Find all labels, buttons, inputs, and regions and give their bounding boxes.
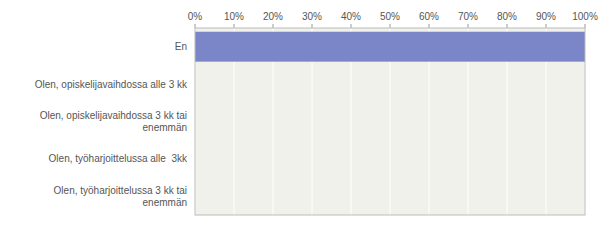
tick-label: 10% bbox=[224, 11, 244, 22]
tick-label: 80% bbox=[497, 11, 517, 22]
tick-mark bbox=[429, 24, 430, 28]
tick-label: 20% bbox=[263, 11, 283, 22]
tick-label: 30% bbox=[302, 11, 322, 22]
category-label: En bbox=[175, 41, 187, 52]
plot-frame bbox=[195, 28, 585, 215]
category-label: Olen, työharjoittelussa 3 kk taienemmän bbox=[54, 185, 187, 208]
tick-label: 0% bbox=[188, 11, 203, 22]
bar bbox=[195, 32, 585, 62]
tick-mark bbox=[468, 24, 469, 28]
tick-mark bbox=[312, 24, 313, 28]
tick-label: 60% bbox=[419, 11, 439, 22]
tick-mark bbox=[546, 24, 547, 28]
tick-mark bbox=[507, 24, 508, 28]
tick-label: 70% bbox=[458, 11, 478, 22]
tick-label: 40% bbox=[341, 11, 361, 22]
tick-mark bbox=[234, 24, 235, 28]
tick-mark bbox=[195, 24, 196, 28]
category-label: Olen, työharjoittelussa alle 3kk bbox=[49, 153, 188, 164]
tick-mark bbox=[351, 24, 352, 28]
plot-background bbox=[195, 28, 585, 215]
tick-label: 90% bbox=[536, 11, 556, 22]
category-label: Olen, opiskelijavaihdossa 3 kk taienemmä… bbox=[40, 110, 187, 133]
y-axis: Olen, työharjoittelussa 3 kk taienemmän O… bbox=[35, 41, 188, 208]
tick-mark bbox=[273, 24, 274, 28]
chart: 0% 10% 20% 30% 40% 50% 60% 70% 80% 90% 100% Olen, t… bbox=[0, 0, 600, 225]
x-axis: 0% 10% 20% 30% 40% 50% 60% 70% 80% 90% 100% bbox=[188, 11, 598, 215]
chart-container: 0% 10% 20% 30% 40% 50% 60% 70% 80% 90% 100% Olen, t… bbox=[0, 0, 600, 225]
tick-label: 50% bbox=[380, 11, 400, 22]
bars bbox=[195, 32, 585, 62]
tick-label: 100% bbox=[572, 11, 598, 22]
tick-mark bbox=[390, 24, 391, 28]
category-label: Olen, opiskelijavaihdossa alle 3 kk bbox=[35, 79, 188, 90]
tick-mark bbox=[585, 24, 586, 28]
